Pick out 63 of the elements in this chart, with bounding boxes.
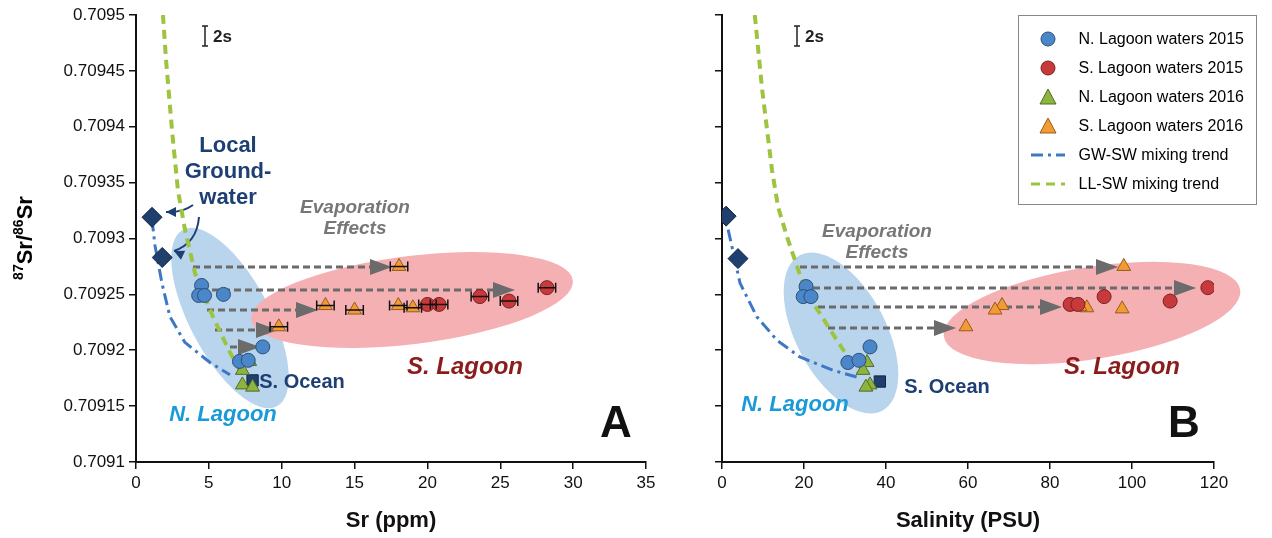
x-tick-label: 5 [204, 472, 214, 492]
annotation: 2s [213, 26, 232, 46]
annotation: S. Ocean [904, 374, 990, 397]
annotation: A [600, 397, 632, 447]
x-axis-title: Sr (ppm) [345, 506, 437, 532]
annotation: Local Ground- water [184, 132, 272, 210]
x-tick-label: 15 [345, 472, 365, 492]
legend-label: LL-SW mixing trend [1078, 174, 1220, 193]
y-tick-label: 0.70945 [63, 60, 125, 80]
point [851, 352, 867, 368]
annotation: Evaporation Effects [822, 219, 932, 262]
point [1096, 289, 1112, 305]
y-tick-label: 0.7091 [73, 451, 125, 471]
x-tick-label: 0 [717, 472, 727, 492]
x-tick-label: 35 [636, 472, 656, 492]
annotation: N. Lagoon [169, 401, 277, 427]
annotation: N. Lagoon [741, 391, 849, 417]
point [1114, 300, 1130, 314]
x-tick-label: 20 [794, 472, 814, 492]
point [234, 376, 250, 390]
legend-label: S. Lagoon waters 2016 [1078, 116, 1244, 135]
point [858, 378, 874, 392]
x-tick-label: 20 [417, 472, 437, 492]
point [215, 286, 231, 302]
point [255, 339, 271, 355]
x-tick-label: 30 [563, 472, 583, 492]
point [803, 289, 819, 305]
y-tick-label: 0.70935 [63, 172, 125, 192]
annotation: B [1168, 397, 1200, 447]
y-tick-label: 0.7094 [73, 116, 125, 136]
point [987, 301, 1003, 315]
annotation: S. Lagoon [407, 351, 523, 379]
point [151, 247, 173, 268]
legend-label: N. Lagoon waters 2015 [1078, 29, 1244, 48]
point [862, 339, 878, 355]
y-tick-label: 0.7095 [73, 4, 125, 24]
legend-label: N. Lagoon waters 2016 [1078, 87, 1244, 106]
x-tick-label: 0 [131, 472, 141, 492]
point [141, 206, 163, 228]
annotation: S. Ocean [259, 369, 345, 392]
y-tick-label: 0.7093 [73, 228, 125, 248]
y-tick-label: 0.70925 [63, 284, 125, 304]
point [1162, 293, 1178, 309]
point [958, 318, 974, 332]
x-axis-title: Salinity (PSU) [895, 506, 1041, 532]
annotation: 2s [805, 26, 824, 46]
y-tick-label: 0.70915 [63, 395, 125, 415]
x-tick-label: 120 [1199, 472, 1229, 492]
x-tick-label: 25 [490, 472, 510, 492]
x-tick-label: 100 [1117, 472, 1147, 492]
point [1200, 280, 1214, 296]
x-tick-label: 60 [958, 472, 978, 492]
x-tick-label: 40 [876, 472, 896, 492]
point [873, 375, 887, 388]
y-tick-label: 0.7092 [73, 339, 125, 359]
x-tick-label: 10 [272, 472, 292, 492]
annotation: Evaporation Effects [300, 195, 410, 238]
annotation: S. Lagoon [1064, 351, 1180, 379]
legend-label: S. Lagoon waters 2015 [1078, 58, 1244, 77]
legend-label: GW-SW mixing trend [1078, 145, 1229, 164]
point [245, 378, 260, 392]
point [196, 287, 212, 303]
x-tick-label: 80 [1040, 472, 1060, 492]
